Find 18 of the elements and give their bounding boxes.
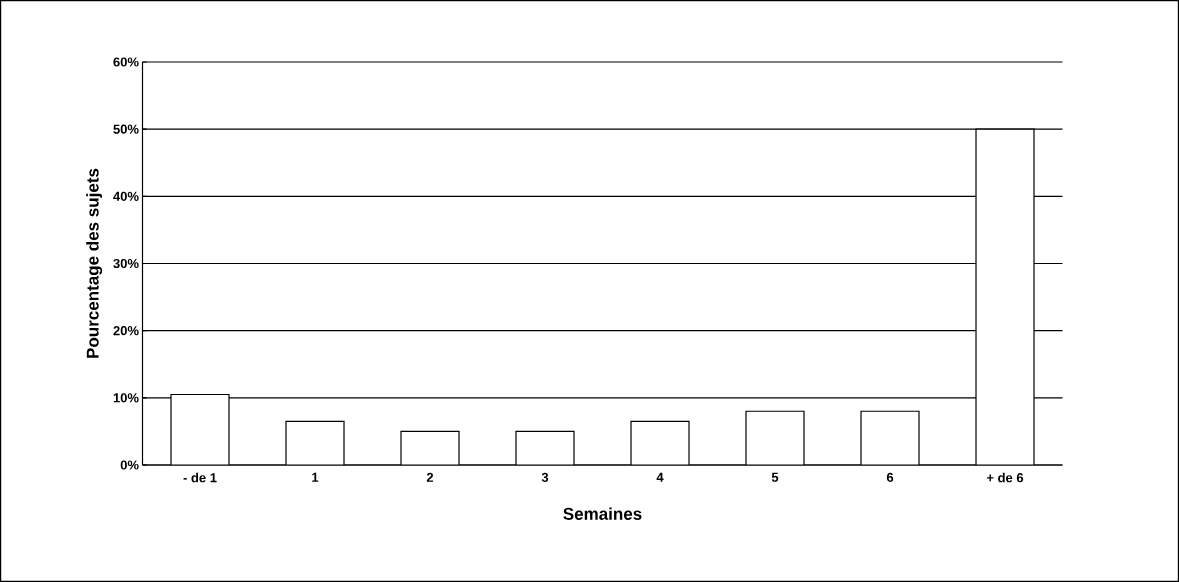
- x-tick-label: 4: [656, 472, 664, 482]
- y-tick-label: 10%: [113, 393, 139, 403]
- y-tick-label: 20%: [113, 326, 139, 336]
- x-tick-label: - de 1: [183, 472, 217, 483]
- y-axis-title: Pourcentage des sujets: [86, 168, 103, 358]
- x-tick-label: 1: [312, 472, 319, 482]
- x-tick-label: 5: [771, 472, 779, 482]
- x-tick-label: 3: [541, 472, 549, 482]
- y-tick-label: 40%: [113, 191, 139, 201]
- x-tick-label: 2: [426, 472, 434, 482]
- y-tick-label: 30%: [113, 258, 139, 269]
- y-tick-label: 0%: [120, 460, 139, 470]
- x-axis-title: Semaines: [563, 507, 642, 520]
- x-tick-label: + de 6: [986, 472, 1024, 483]
- bar: [975, 128, 1035, 465]
- y-tick-label: 60%: [113, 57, 139, 67]
- x-tick-label: 6: [886, 472, 894, 482]
- y-tick-label: 50%: [113, 124, 139, 134]
